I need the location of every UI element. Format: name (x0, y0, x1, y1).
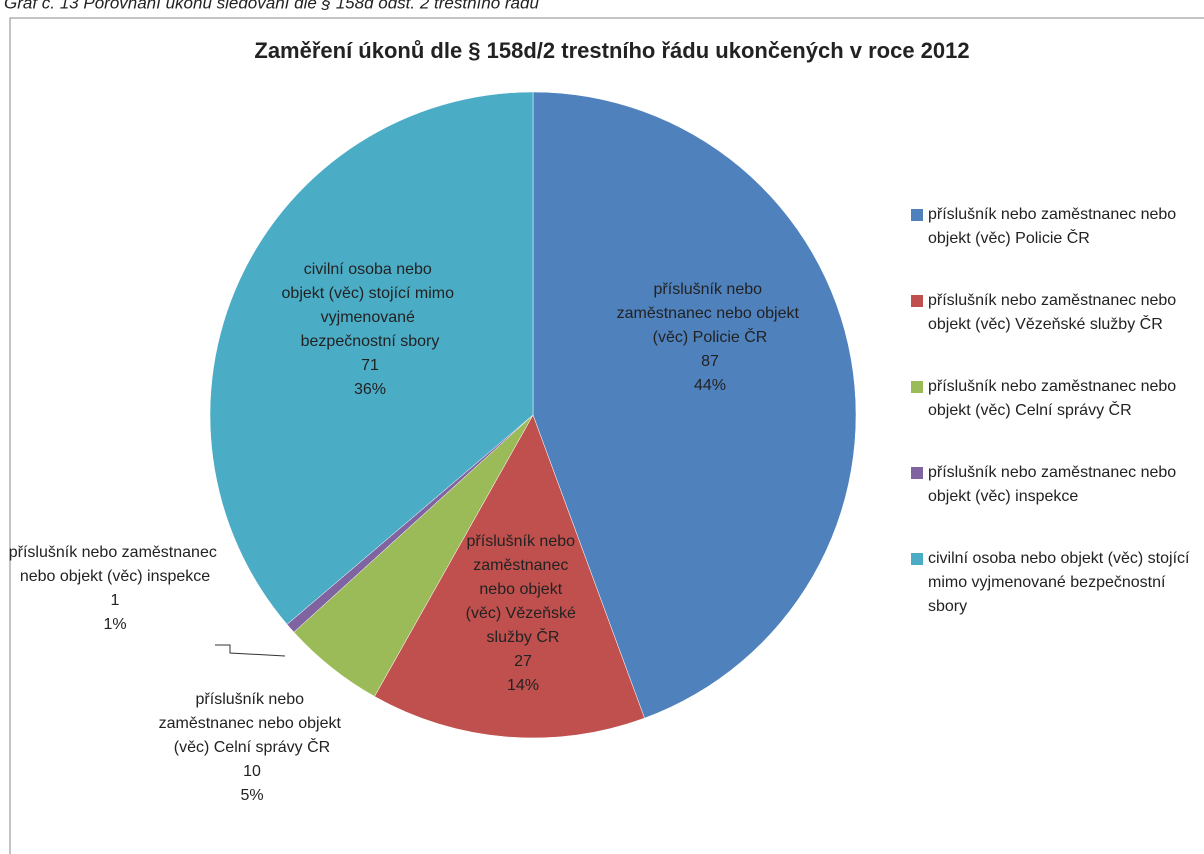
chart-frame (9, 17, 1204, 854)
slice-value: 87 (701, 353, 719, 370)
slice-value: 10 (243, 763, 261, 780)
leader-line (215, 644, 286, 657)
slice-percentage: 36% (354, 381, 386, 398)
chart-title: Zaměření úkonů dle § 158d/2 trestního řá… (254, 38, 969, 63)
legend-label: příslušník nebo zaměstnanec nebo objekt … (928, 378, 1181, 419)
pie-slice (209, 91, 534, 625)
legend-label: příslušník nebo zaměstnanec nebo objekt … (928, 464, 1181, 505)
legend-label: příslušník nebo zaměstnanec nebo objekt … (928, 206, 1181, 247)
legend-swatch (911, 381, 923, 393)
legend-label: civilní osoba nebo objekt (věc) stojící … (928, 550, 1194, 615)
legend-swatch (911, 553, 923, 565)
slice-label: příslušník nebo zaměstnanec nebo objekt … (617, 281, 804, 346)
slice-percentage: 1% (103, 616, 126, 633)
pie-slice (374, 414, 645, 739)
slice-percentage: 44% (694, 377, 726, 394)
legend-label: příslušník nebo zaměstnanec nebo objekt … (928, 292, 1181, 333)
slice-label: civilní osoba nebo objekt (věc) stojící … (282, 261, 459, 350)
legend-swatch (911, 295, 923, 307)
slice-label: příslušník nebo zaměstnanec nebo objekt … (9, 544, 222, 585)
slice-label: příslušník nebo zaměstnanec nebo objekt … (159, 691, 346, 756)
pie-slice (532, 91, 857, 719)
legend-swatch (911, 467, 923, 479)
slice-value: 71 (361, 357, 379, 374)
slice-percentage: 5% (240, 787, 263, 804)
slice-value: 1 (111, 592, 120, 609)
slice-percentage: 14% (507, 677, 539, 694)
slice-label: příslušník nebo zaměstnanec nebo objekt … (466, 533, 581, 646)
caption: Graf č. 13 Porovnání úkonů sledování dle… (4, 0, 539, 12)
slice-value: 27 (514, 653, 532, 670)
legend-swatch (911, 209, 923, 221)
